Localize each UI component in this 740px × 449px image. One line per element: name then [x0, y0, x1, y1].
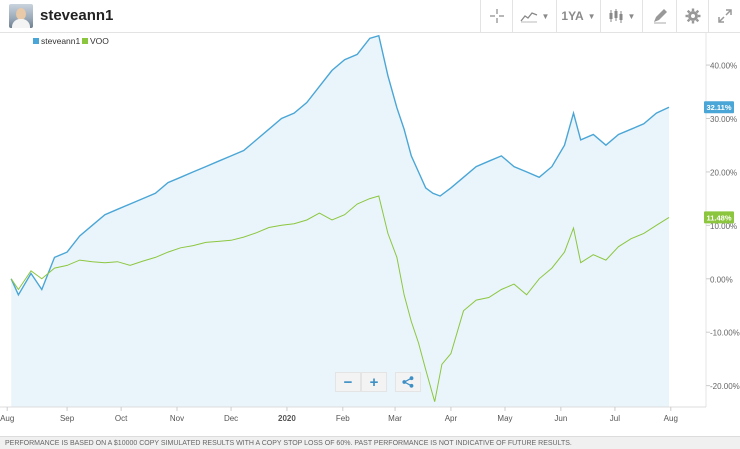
last-value-text: 11.48%: [706, 213, 731, 222]
legend-swatch: [82, 38, 88, 44]
steveann1-area: [11, 35, 669, 407]
x-tick-label: Aug: [0, 414, 14, 423]
period-selector[interactable]: 1YA ▼: [556, 0, 600, 32]
x-tick-label: Apr: [445, 414, 458, 423]
x-axis: Aug Sep Oct Nov Dec 2020 Feb Mar Apr May Jun Jul Aug: [0, 406, 706, 423]
zoom-out-button[interactable]: −: [335, 372, 361, 392]
last-value-badge: [704, 101, 734, 114]
y-tick-label: 10.00%: [710, 222, 737, 231]
chart-header: steveann1 ▼ 1YA ▼: [0, 0, 740, 33]
x-tick-label: Nov: [170, 414, 184, 423]
toolbar: ▼ 1YA ▼ ▼: [480, 0, 740, 32]
zoom-in-button[interactable]: +: [361, 372, 387, 392]
y-tick-label: 0.00%: [710, 275, 733, 284]
avatar-body: [12, 19, 30, 28]
x-tick-label: Mar: [388, 414, 402, 423]
y-tick-label: -10.00%: [710, 329, 740, 338]
x-tick-label: May: [497, 414, 512, 423]
x-tick-label: Aug: [664, 414, 678, 423]
x-tick-label: Sep: [60, 414, 75, 423]
expand-button[interactable]: [708, 0, 740, 32]
x-tick-label: Feb: [336, 414, 350, 423]
zoom-controls: − +: [335, 372, 421, 392]
legend-label: steveann1: [41, 36, 80, 46]
voo-line: [10, 195, 670, 402]
performance-chart[interactable]: Aug Sep Oct Nov Dec 2020 Feb Mar Apr May Jun Jul Aug…: [0, 33, 740, 436]
x-tick-label: Jul: [610, 414, 620, 423]
crosshair-button[interactable]: [480, 0, 512, 32]
crosshair-icon: [489, 9, 504, 23]
chevron-down-icon: ▼: [541, 11, 550, 21]
last-value-badge: [704, 211, 734, 224]
chevron-down-icon: ▼: [627, 11, 636, 21]
steveann1-line: [10, 34, 670, 297]
candlestick-icon: [609, 9, 623, 23]
avatar[interactable]: [9, 4, 33, 28]
drawing-tool-icon: [653, 9, 667, 24]
legend[interactable]: steveann1 VOO: [33, 36, 109, 46]
x-tick-label: Dec: [224, 414, 238, 423]
chart-type-button[interactable]: ▼: [512, 0, 556, 32]
chevron-down-icon: ▼: [587, 11, 596, 21]
y-tick-label: -20.00%: [710, 382, 740, 391]
period-label: 1YA: [561, 9, 584, 23]
candlestick-button[interactable]: ▼: [600, 0, 642, 32]
y-tick-label: 40.00%: [710, 62, 737, 71]
legend-label: VOO: [90, 36, 109, 46]
avatar-face: [16, 8, 26, 20]
last-value-text: 32.11%: [706, 103, 731, 112]
y-tick-label: 20.00%: [710, 168, 737, 177]
legend-swatch: [33, 38, 39, 44]
gear-icon: [685, 8, 700, 24]
drawing-tool-button[interactable]: [642, 0, 676, 32]
x-tick-label: 2020: [278, 414, 296, 423]
username[interactable]: steveann1: [40, 7, 114, 24]
x-tick-label: Oct: [115, 414, 128, 423]
settings-button[interactable]: [676, 0, 708, 32]
y-axis: 40.00% 30.00% 20.00% 10.00% 0.00% -10.00% -20.…: [710, 62, 740, 392]
y-tick-label: 30.00%: [710, 115, 737, 124]
chart-type-icon: [520, 12, 537, 23]
share-button[interactable]: [395, 372, 421, 392]
expand-icon: [717, 9, 732, 23]
disclaimer: PERFORMANCE IS BASED ON A $10000 COPY SI…: [0, 436, 740, 449]
share-icon: [402, 376, 414, 388]
last-value-labels: 32.11% 11.48%: [704, 101, 734, 224]
x-tick-label: Jun: [554, 414, 567, 423]
